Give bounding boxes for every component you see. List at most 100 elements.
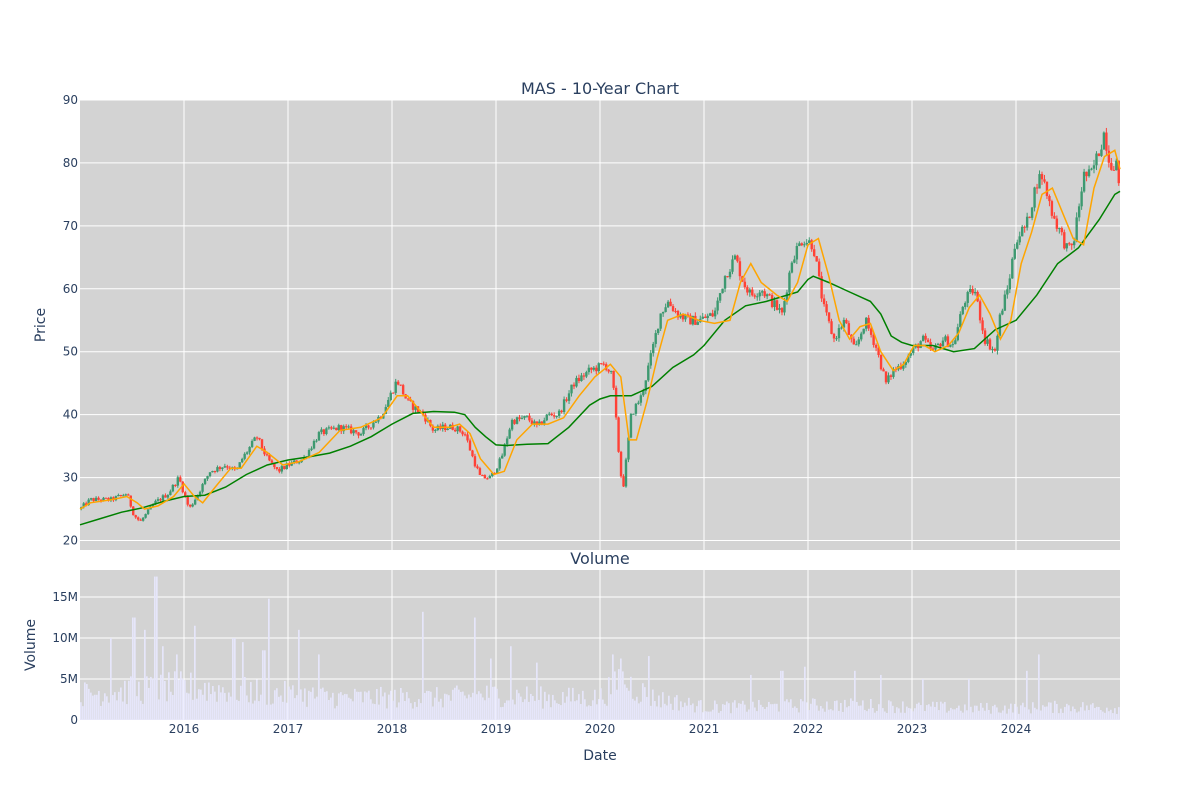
- candle-body: [756, 296, 759, 298]
- volume-bar: [202, 694, 204, 720]
- volume-bar: [906, 706, 908, 720]
- volume-bar: [834, 701, 836, 720]
- candle-body: [619, 451, 623, 477]
- volume-chart-title: Volume: [570, 549, 630, 568]
- volume-bar: [530, 693, 532, 720]
- candle-body: [533, 421, 536, 425]
- volume-bar: [914, 708, 916, 720]
- volume-bar: [884, 711, 886, 720]
- volume-bar: [252, 703, 254, 720]
- candle-body: [867, 317, 870, 329]
- volume-y-tick-label: 5M: [60, 672, 78, 686]
- candle-body: [832, 333, 836, 339]
- candle-body: [525, 415, 529, 417]
- volume-bar: [588, 705, 590, 720]
- volume-bar: [708, 711, 710, 720]
- volume-bar: [822, 708, 824, 720]
- candle-body: [889, 375, 893, 377]
- candle-body: [1090, 168, 1093, 170]
- volume-bar: [270, 704, 272, 720]
- date-x-tick-label: 2024: [1001, 722, 1032, 736]
- candle-body: [498, 458, 501, 469]
- date-x-tick-label: 2018: [377, 722, 408, 736]
- volume-bar: [970, 706, 972, 720]
- volume-bar: [960, 710, 962, 720]
- candle-body: [1040, 174, 1044, 180]
- candle-body: [934, 345, 937, 350]
- candle-body: [1110, 162, 1113, 170]
- candle-body: [951, 344, 955, 346]
- volume-bar: [790, 699, 792, 720]
- volume-bar: [664, 703, 666, 720]
- volume-bar: [302, 701, 304, 720]
- price-y-tick-label: 80: [63, 156, 78, 170]
- volume-bar: [952, 709, 954, 720]
- candle-body: [733, 255, 737, 260]
- candle-body: [1045, 181, 1049, 197]
- candle-body: [226, 466, 229, 468]
- volume-bar: [86, 684, 88, 720]
- candle-body: [164, 495, 167, 498]
- candle-body: [652, 343, 655, 354]
- candle-body: [701, 316, 704, 319]
- volume-bar: [158, 699, 160, 720]
- candle-body: [260, 439, 264, 449]
- volume-bar: [366, 692, 368, 720]
- candle-body: [760, 291, 764, 293]
- candle-body: [367, 425, 370, 428]
- candle-body: [676, 310, 680, 318]
- volume-bar: [94, 694, 96, 720]
- candle-body: [1080, 191, 1083, 207]
- candle-body: [637, 402, 640, 404]
- candle-body: [503, 444, 506, 456]
- volume-bar: [1014, 703, 1016, 720]
- volume-bar: [576, 700, 578, 720]
- candle-body: [822, 298, 826, 305]
- candle-body: [892, 369, 895, 377]
- candle-body: [649, 353, 652, 366]
- candle-body: [518, 417, 521, 419]
- volume-bar: [130, 676, 132, 720]
- volume-bar: [592, 700, 594, 720]
- volume-bar: [500, 707, 502, 720]
- volume-bar: [412, 708, 414, 720]
- candle-body: [961, 306, 964, 315]
- candle-body: [1100, 149, 1103, 156]
- candle-body: [1035, 187, 1039, 189]
- volume-bar: [926, 705, 928, 720]
- volume-bar: [90, 692, 92, 720]
- candle-body: [904, 361, 908, 365]
- candle-body: [884, 371, 888, 383]
- candle-body: [245, 452, 249, 454]
- volume-bar: [230, 696, 232, 720]
- volume-bar: [888, 700, 890, 720]
- candle-body: [627, 437, 630, 460]
- volume-bar: [988, 709, 990, 720]
- volume-bar: [1112, 713, 1114, 720]
- candle-body: [523, 416, 526, 418]
- volume-bar: [358, 691, 360, 720]
- candle-body: [751, 289, 754, 296]
- volume-bar: [808, 710, 810, 720]
- candle-body: [292, 460, 296, 463]
- candle-body: [716, 300, 719, 311]
- volume-bar: [676, 695, 678, 720]
- candle-body: [396, 381, 400, 385]
- candle-body: [773, 300, 776, 307]
- volume-bar: [478, 691, 480, 720]
- candle-body: [572, 384, 576, 387]
- volume-bar: [558, 703, 560, 720]
- candle-body: [585, 372, 588, 377]
- volume-bar: [408, 698, 410, 720]
- volume-bar: [190, 672, 192, 720]
- volume-bar: [522, 702, 524, 720]
- volume-bar: [1098, 706, 1100, 720]
- candle-body: [1023, 226, 1026, 228]
- volume-bar: [324, 691, 326, 720]
- candle-body: [800, 243, 804, 246]
- candle-body: [768, 294, 771, 296]
- volume-bar: [584, 699, 586, 720]
- volume-bar: [234, 638, 236, 720]
- candle-body: [971, 288, 974, 294]
- candle-body: [632, 413, 635, 415]
